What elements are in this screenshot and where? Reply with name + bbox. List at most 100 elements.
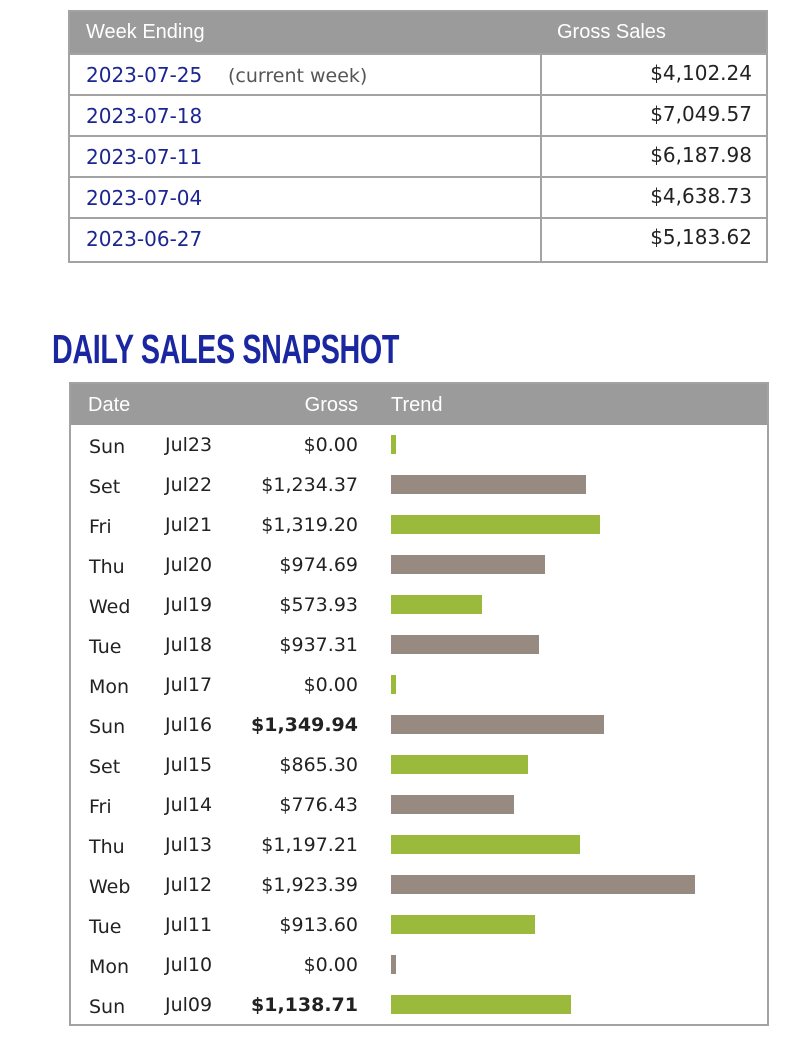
- week-link[interactable]: 2023-07-11: [86, 145, 203, 169]
- trend-bar: [391, 835, 581, 854]
- day-date: Jul15: [165, 754, 213, 776]
- day-gross: $865.30: [279, 754, 358, 776]
- trend-bar: [391, 955, 396, 974]
- day-name: Tue: [89, 916, 122, 938]
- day-name: Thu: [89, 836, 125, 858]
- day-date: Jul18: [165, 634, 213, 656]
- day-name: Fri: [89, 796, 112, 818]
- day-gross: $0.00: [303, 674, 358, 696]
- trend-bar: [391, 515, 600, 534]
- day-gross: $0.00: [303, 434, 358, 456]
- header-cell: Trend: [391, 394, 443, 416]
- week-gross: $5,183.62: [650, 225, 752, 249]
- day-gross: $1,319.20: [261, 514, 358, 536]
- day-date: Jul19: [165, 594, 213, 616]
- daily-row: Set Jul22 $1,234.37: [71, 465, 767, 505]
- week-link[interactable]: 2023-07-18: [86, 104, 203, 128]
- week-gross: $4,638.73: [650, 184, 752, 208]
- weekly-row: 2023-07-11 $6,187.98: [70, 135, 766, 176]
- daily-row: Thu Jul13 $1,197.21: [71, 825, 767, 865]
- day-gross: $913.60: [279, 914, 358, 936]
- day-date: Jul10: [165, 954, 213, 976]
- trend-bar: [391, 995, 571, 1014]
- daily-row: Fri Jul21 $1,319.20: [71, 505, 767, 545]
- day-date: Jul12: [165, 874, 213, 896]
- trend-bar: [391, 875, 695, 894]
- day-name: Web: [89, 876, 131, 898]
- day-gross: $1,197.21: [261, 834, 358, 856]
- section-title: DAILY SALES SNAPSHOT: [52, 326, 400, 372]
- day-name: Tue: [89, 636, 122, 658]
- day-date: Jul23: [165, 434, 213, 456]
- day-name: Sun: [89, 436, 126, 458]
- week-note: (current week): [228, 65, 368, 87]
- daily-row: Tue Jul11 $913.60: [71, 905, 767, 945]
- day-gross: $974.69: [279, 554, 358, 576]
- day-name: Mon: [89, 676, 130, 698]
- day-date: Jul16: [165, 714, 213, 736]
- trend-bar: [391, 475, 587, 494]
- day-gross: $1,349.94: [251, 714, 358, 736]
- trend-bar: [391, 675, 396, 694]
- weekly-row: 2023-07-18 $7,049.57: [70, 94, 766, 135]
- weekly-header: Week Ending Gross Sales: [70, 12, 766, 53]
- day-name: Fri: [89, 516, 112, 538]
- day-date: Jul17: [165, 674, 213, 696]
- day-name: Set: [89, 476, 121, 498]
- trend-bar: [391, 715, 605, 734]
- week-link[interactable]: 2023-07-25: [86, 63, 203, 87]
- day-gross: $937.31: [279, 634, 358, 656]
- day-date: Jul21: [165, 514, 213, 536]
- trend-bar: [391, 755, 528, 774]
- day-name: Thu: [89, 556, 125, 578]
- trend-bar: [391, 435, 396, 454]
- daily-row: Mon Jul10 $0.00: [71, 945, 767, 985]
- column-divider: [540, 53, 542, 261]
- day-name: Sun: [89, 996, 126, 1018]
- daily-row: Sun Jul09 $1,138.71: [71, 985, 767, 1025]
- day-name: Wed: [89, 596, 131, 618]
- day-name: Set: [89, 756, 121, 778]
- header-cell: Week Ending: [86, 21, 205, 43]
- day-date: Jul11: [165, 914, 213, 936]
- week-gross: $7,049.57: [650, 102, 752, 126]
- day-gross: $1,234.37: [261, 474, 358, 496]
- header-cell: Gross Sales: [557, 21, 666, 43]
- daily-row: Tue Jul18 $937.31: [71, 625, 767, 665]
- trend-bar: [391, 915, 536, 934]
- weekly-row: 2023-07-25 (current week) $4,102.24: [70, 53, 766, 94]
- day-gross: $573.93: [279, 594, 358, 616]
- day-date: Jul13: [165, 834, 213, 856]
- daily-row: Wed Jul19 $573.93: [71, 585, 767, 625]
- day-gross: $776.43: [279, 794, 358, 816]
- day-name: Sun: [89, 716, 126, 738]
- daily-row: Sun Jul23 $0.00: [71, 425, 767, 465]
- day-name: Mon: [89, 956, 130, 978]
- daily-table: Date Gross Trend Sun Jul23 $0.00 Set Jul22 $1…: [69, 382, 769, 1026]
- weekly-row: 2023-07-04 $4,638.73: [70, 176, 766, 217]
- day-date: Jul22: [165, 474, 213, 496]
- week-link[interactable]: 2023-06-27: [86, 227, 203, 251]
- daily-row: Web Jul12 $1,923.39: [71, 865, 767, 905]
- daily-row: Sun Jul16 $1,349.94: [71, 705, 767, 745]
- daily-row: Set Jul15 $865.30: [71, 745, 767, 785]
- week-link[interactable]: 2023-07-04: [86, 186, 203, 210]
- day-gross: $0.00: [303, 954, 358, 976]
- daily-row: Thu Jul20 $974.69: [71, 545, 767, 585]
- week-gross: $4,102.24: [650, 61, 752, 85]
- daily-row: Fri Jul14 $776.43: [71, 785, 767, 825]
- weekly-table: Week Ending Gross Sales 2023-07-25 (curre…: [68, 10, 768, 263]
- trend-bar: [391, 555, 546, 574]
- trend-bar: [391, 795, 514, 814]
- day-date: Jul14: [165, 794, 213, 816]
- day-gross: $1,923.39: [261, 874, 358, 896]
- weekly-row: 2023-06-27 $5,183.62: [70, 217, 766, 258]
- daily-row: Mon Jul17 $0.00: [71, 665, 767, 705]
- header-cell: Gross: [304, 394, 358, 416]
- daily-header: Date Gross Trend: [71, 384, 767, 425]
- week-gross: $6,187.98: [650, 143, 752, 167]
- day-date: Jul20: [165, 554, 213, 576]
- header-cell: Date: [88, 394, 131, 416]
- day-gross: $1,138.71: [251, 994, 358, 1016]
